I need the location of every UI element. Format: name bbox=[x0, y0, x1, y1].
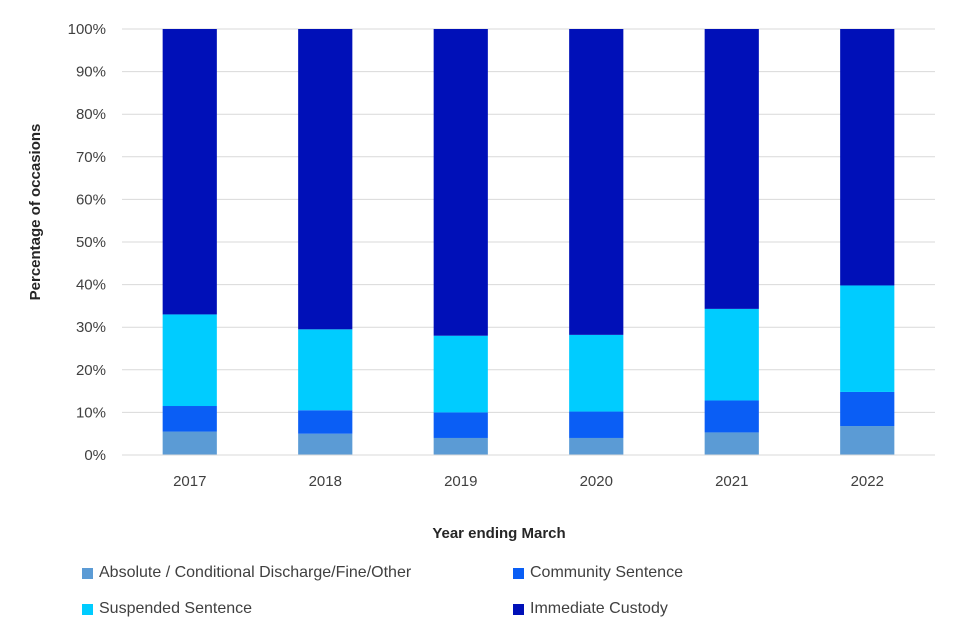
legend-label: Absolute / Conditional Discharge/Fine/Ot… bbox=[99, 564, 412, 581]
legend-label: Suspended Sentence bbox=[99, 600, 253, 617]
y-axis-title: Percentage of occasions bbox=[27, 124, 44, 301]
bar-segment bbox=[433, 335, 488, 413]
x-tick-label: 2020 bbox=[580, 473, 613, 490]
y-tick-label: 100% bbox=[68, 21, 106, 38]
bar-segment bbox=[569, 437, 624, 455]
bar-segment bbox=[298, 329, 353, 411]
bar-segment bbox=[433, 437, 488, 455]
y-tick-label: 80% bbox=[76, 106, 106, 123]
legend: Absolute / Conditional Discharge/Fine/Ot… bbox=[0, 560, 960, 630]
bar-segment bbox=[162, 431, 217, 455]
bar-segment bbox=[569, 411, 624, 438]
y-tick-label: 60% bbox=[76, 191, 106, 208]
legend-item: Immediate Custody bbox=[513, 600, 668, 618]
bar-segment bbox=[162, 406, 217, 432]
y-axis-tick-labels: 0% 10% 20% 30% 40% 50% 60% 70% 80% 90% 100% bbox=[68, 21, 106, 464]
y-tick-label: 40% bbox=[76, 277, 106, 294]
x-tick-label: 2019 bbox=[444, 473, 477, 490]
x-axis-tick-labels: 2017 2018 2019 2020 2021 2022 bbox=[173, 473, 884, 490]
y-tick-label: 10% bbox=[76, 404, 106, 421]
x-tick-label: 2017 bbox=[173, 473, 206, 490]
legend-item: Suspended Sentence bbox=[82, 600, 252, 618]
y-tick-label: 90% bbox=[76, 64, 106, 81]
y-tick-label: 0% bbox=[84, 447, 106, 464]
x-tick-label: 2018 bbox=[309, 473, 342, 490]
y-tick-label: 70% bbox=[76, 149, 106, 166]
x-tick-label: 2021 bbox=[715, 473, 748, 490]
legend-item: Absolute / Conditional Discharge/Fine/Ot… bbox=[82, 564, 411, 582]
bar-segment bbox=[840, 29, 895, 286]
legend-label: Immediate Custody bbox=[530, 600, 668, 617]
bar-segment bbox=[298, 433, 353, 455]
bar-segment bbox=[840, 285, 895, 392]
bar-segment bbox=[433, 412, 488, 438]
x-tick-label: 2022 bbox=[851, 473, 884, 490]
bar-segment bbox=[298, 410, 353, 434]
bar-segment bbox=[704, 432, 759, 455]
bar-segment bbox=[569, 29, 624, 335]
legend-label: Community Sentence bbox=[530, 564, 683, 581]
gridlines bbox=[122, 28, 935, 413]
y-tick-label: 50% bbox=[76, 234, 106, 251]
x-axis-title: Year ending March bbox=[432, 525, 565, 542]
y-tick-label: 20% bbox=[76, 362, 106, 379]
bar-segment bbox=[704, 29, 759, 309]
bar-segment bbox=[162, 29, 217, 315]
bar-segment bbox=[840, 391, 895, 427]
bar-segment bbox=[298, 29, 353, 330]
legend-swatch bbox=[82, 567, 93, 579]
legend-item: Community Sentence bbox=[513, 564, 683, 582]
bar-segment bbox=[162, 314, 217, 407]
legend-swatch bbox=[513, 567, 524, 579]
bar-segment bbox=[433, 29, 488, 336]
bar-segment bbox=[704, 308, 759, 401]
y-tick-label: 30% bbox=[76, 319, 106, 336]
bar-series bbox=[162, 29, 895, 455]
legend-swatch bbox=[513, 603, 524, 615]
bar-segment bbox=[840, 426, 895, 455]
legend-swatch bbox=[82, 603, 93, 615]
bar-segment bbox=[569, 334, 624, 412]
bar-segment bbox=[704, 400, 759, 433]
